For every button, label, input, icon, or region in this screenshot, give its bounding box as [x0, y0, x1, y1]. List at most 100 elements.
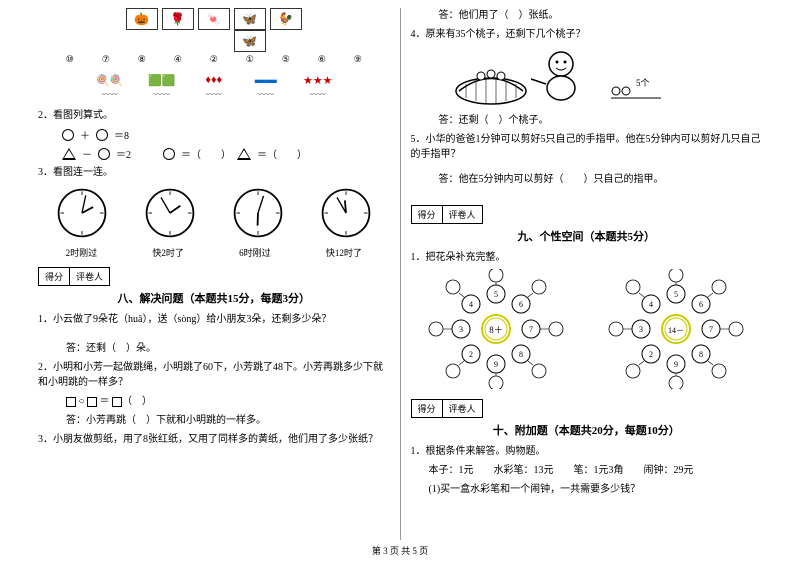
score-box: 得分 评卷人	[411, 399, 483, 418]
problem-5-answer: 答：他在5分钟内可以剪好（ ）只自己的指甲。	[411, 172, 763, 187]
page-content: 🎃 🌹 🍬 🦋 🐓 🦋 ⑩ ⑦ ⑧ ④ ② ① ⑤ ⑥ ⑨ 🍭🍭〰〰 🟩	[0, 0, 800, 540]
question-10-items: 本子：1元 水彩笔：13元 笔：1元3角 闹钟：29元	[411, 463, 763, 478]
question-2: 2．看图列算式。	[38, 108, 390, 123]
svg-text:5: 5	[674, 290, 678, 299]
picture-box: 🦋	[234, 30, 266, 52]
svg-text:7: 7	[709, 325, 713, 334]
eq-fill: ＝（ ）	[257, 146, 307, 161]
problem-1-answer: 答：还剩（ ）朵。	[38, 341, 390, 356]
score-box: 得分 评卷人	[38, 267, 110, 286]
grader-label: 评卷人	[443, 400, 482, 417]
clock-icon	[143, 186, 197, 240]
section-9-title: 九、个性空间（本题共5分）	[411, 228, 763, 244]
triangle-shape	[237, 148, 251, 160]
blank-box	[66, 397, 76, 407]
count-item: ♦♦♦〰〰	[193, 71, 235, 100]
question-10-sub1: (1)买一盒水彩笔和一个闹钟，一共需要多少钱？	[411, 482, 763, 497]
problem-2-eq: ○ ＝ （ ）	[38, 394, 390, 409]
svg-text:2: 2	[469, 350, 473, 359]
grader-label: 评卷人	[70, 268, 109, 285]
problem-5: 5．小华的爸爸1分钟可以剪好5只自己的手指甲。他在5分钟内可以剪好几只自己的手指…	[411, 132, 763, 162]
minus-sign: －	[82, 146, 92, 161]
problem-3: 3．小朋友做剪纸，用了8张红纸，又用了同样多的黄纸，他们用了多少张纸？	[38, 432, 390, 447]
clock-row	[38, 186, 390, 240]
circled-num: ⑦	[90, 54, 122, 65]
svg-text:2: 2	[649, 350, 653, 359]
circled-num: ⑩	[54, 54, 86, 65]
problem-2: 2．小明和小芳一起做跳绳，小明跳了60下，小芳跳了48下。小芳再跳多少下就和小明…	[38, 360, 390, 390]
svg-text:5: 5	[494, 290, 498, 299]
problem-4: 4．原来有35个桃子，还剩下几个桃子？	[411, 27, 763, 42]
picture-box: 🍬	[198, 8, 230, 30]
count-item: ★★★〰〰	[297, 71, 339, 100]
picture-box: 🎃	[126, 8, 158, 30]
problem-2-answer: 答：小芳再跳（ ）下就和小明跳的一样多。	[38, 413, 390, 428]
count-item: 🟩🟩〰〰	[141, 71, 183, 100]
svg-text:4: 4	[469, 300, 473, 309]
score-box: 得分 评卷人	[411, 205, 483, 224]
svg-text:6: 6	[519, 300, 523, 309]
problem-3-answer: 答：他们用了（ ）张纸。	[411, 8, 763, 23]
clock-icon	[319, 186, 373, 240]
flower-diagram-2: 14－ 5 6 7 8 9 2 3 4	[601, 269, 751, 389]
eq-fill: ＝（ ）	[181, 146, 231, 161]
clock-label: 快2时了	[152, 246, 184, 259]
circled-num: ④	[162, 54, 194, 65]
circle-shape	[62, 129, 74, 141]
svg-text:8＋: 8＋	[489, 325, 503, 335]
circled-num: ①	[234, 54, 266, 65]
svg-text:4: 4	[649, 300, 653, 309]
clock-icon	[55, 186, 109, 240]
left-column: 🎃 🌹 🍬 🦋 🐓 🦋 ⑩ ⑦ ⑧ ④ ② ① ⑤ ⑥ ⑨ 🍭🍭〰〰 🟩	[30, 8, 398, 540]
picture-box-row: 🎃 🌹 🍬 🦋 🐓	[38, 8, 390, 30]
count-items-row: 🍭🍭〰〰 🟩🟩〰〰 ♦♦♦〰〰 ▬▬〰〰 ★★★〰〰	[38, 71, 390, 100]
question-10-1: 1．根据条件来解答。购物题。	[411, 444, 763, 459]
flower-diagram-1: 8＋ 5 6 7 8 9 2 3 4	[421, 269, 571, 389]
circled-num: ⑤	[270, 54, 302, 65]
circle-shape	[96, 129, 108, 141]
svg-text:8: 8	[699, 350, 703, 359]
svg-text:7: 7	[529, 325, 533, 334]
problem-4-answer: 答：还剩（ ）个桃子。	[411, 113, 763, 128]
grader-label: 评卷人	[443, 206, 482, 223]
score-label: 得分	[412, 400, 443, 417]
circled-number-row: ⑩ ⑦ ⑧ ④ ② ① ⑤ ⑥ ⑨	[38, 54, 390, 65]
peach-illustration: 5个	[451, 46, 763, 109]
picture-box: 🌹	[162, 8, 194, 30]
picture-box-row: 🦋	[38, 30, 390, 52]
circle-shape	[98, 148, 110, 160]
blank-box	[87, 397, 97, 407]
svg-text:5个: 5个	[636, 78, 650, 88]
eq-rhs: ＝8	[114, 127, 129, 142]
problem-1: 1．小云做了9朵花（huā），送（sòng）给小朋友3朵，还剩多少朵？	[38, 312, 390, 327]
picture-box: 🦋	[234, 8, 266, 30]
equation-2: － ＝2 ＝（ ） ＝（ ）	[62, 146, 390, 161]
section-10-title: 十、附加题（本题共20分，每题10分）	[411, 422, 763, 438]
score-label: 得分	[412, 206, 443, 223]
score-label: 得分	[39, 268, 70, 285]
count-item: ▬▬〰〰	[245, 71, 287, 100]
plus-sign: ＋	[80, 127, 90, 142]
triangle-shape	[62, 148, 76, 160]
circled-num: ⑥	[306, 54, 338, 65]
question-3: 3．看图连一连。	[38, 165, 390, 180]
flower-diagrams: 8＋ 5 6 7 8 9 2 3 4	[411, 269, 763, 389]
clock-label: 6时刚过	[239, 246, 271, 259]
clock-label: 2时刚过	[66, 246, 98, 259]
svg-text:3: 3	[459, 325, 463, 334]
circled-num: ②	[198, 54, 230, 65]
right-column: 答：他们用了（ ）张纸。 4．原来有35个桃子，还剩下几个桃子？ 5个 答：还剩…	[403, 8, 771, 540]
question-9-1: 1．把花朵补充完整。	[411, 250, 763, 265]
svg-text:3: 3	[639, 325, 643, 334]
svg-text:9: 9	[494, 360, 498, 369]
page-footer: 第 3 页 共 5 页	[0, 540, 800, 557]
svg-text:6: 6	[699, 300, 703, 309]
picture-box: 🐓	[270, 8, 302, 30]
count-item: 🍭🍭〰〰	[89, 71, 131, 100]
section-8-title: 八、解决问题（本题共15分，每题3分）	[38, 290, 390, 306]
svg-text:14－: 14－	[668, 326, 684, 335]
clock-labels: 2时刚过 快2时了 6时刚过 快12时了	[38, 246, 390, 259]
clock-icon	[231, 186, 285, 240]
svg-text:9: 9	[674, 360, 678, 369]
circled-num: ⑨	[342, 54, 374, 65]
